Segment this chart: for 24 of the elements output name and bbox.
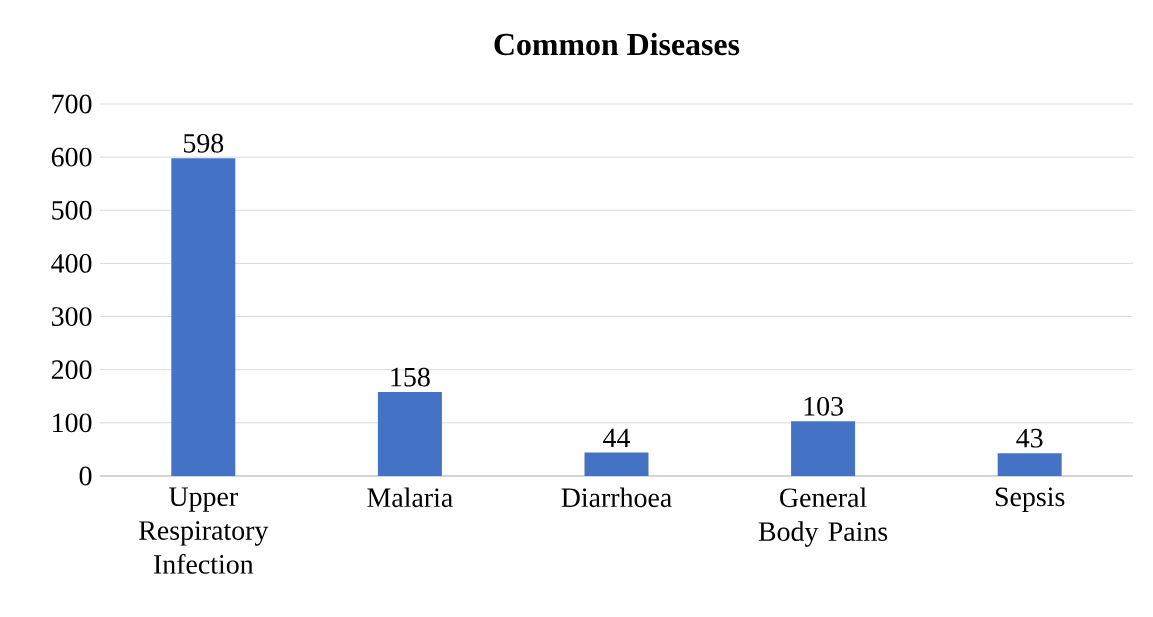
data-label: 43 [1016, 428, 1043, 448]
y-tick-label: 700 [52, 94, 92, 114]
chart-title: Common Diseases [494, 32, 740, 56]
data-label: 44 [603, 428, 631, 448]
x-tick-label: Diarrhoea [561, 487, 672, 508]
data-label: 598 [184, 133, 224, 153]
y-tick-label: 100 [53, 413, 92, 433]
bar [791, 421, 856, 476]
x-tick-label: Malaria [367, 487, 453, 508]
y-tick-label: 200 [51, 360, 92, 380]
bar [377, 392, 442, 476]
y-tick-label: 500 [52, 200, 92, 220]
x-tick-label: Upper Respiratory Infection [139, 487, 269, 574]
y-tick-label: 400 [51, 254, 92, 273]
y-tick-label: 600 [51, 147, 92, 167]
x-tick-label: Sepsis [995, 487, 1065, 512]
x-tick-label: General Body Pains [758, 487, 888, 547]
data-label: 158 [391, 367, 430, 387]
bar [171, 158, 236, 476]
bar [997, 453, 1062, 476]
y-tick-label: 300 [51, 307, 92, 326]
data-label: 103 [804, 396, 843, 416]
y-tick-label: 0 [79, 466, 92, 486]
bar [584, 452, 649, 476]
